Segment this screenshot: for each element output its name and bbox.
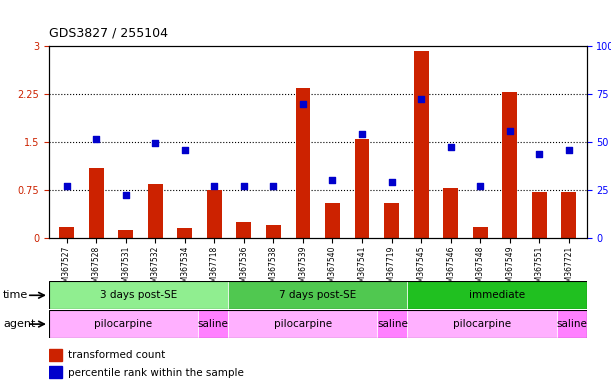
FancyBboxPatch shape: [228, 281, 408, 309]
Point: [387, 179, 397, 185]
Point: [150, 140, 160, 146]
Point: [416, 96, 426, 102]
Bar: [414, 51, 428, 238]
Text: saline: saline: [556, 319, 587, 329]
Text: percentile rank within the sample: percentile rank within the sample: [68, 367, 244, 377]
Point: [121, 192, 131, 198]
Bar: [49, 349, 62, 361]
Text: 3 days post-SE: 3 days post-SE: [100, 290, 177, 300]
FancyBboxPatch shape: [49, 310, 198, 338]
Bar: [89, 168, 103, 238]
Bar: [562, 192, 576, 238]
Bar: [148, 184, 163, 238]
Point: [239, 182, 249, 189]
Bar: [532, 192, 547, 238]
Text: transformed count: transformed count: [68, 350, 165, 360]
Point: [564, 147, 574, 153]
Bar: [325, 203, 340, 238]
Text: 7 days post-SE: 7 days post-SE: [279, 290, 356, 300]
Bar: [502, 92, 517, 238]
Text: pilocarpine: pilocarpine: [453, 319, 511, 329]
Point: [298, 101, 308, 107]
Bar: [119, 230, 133, 238]
Text: agent: agent: [3, 319, 35, 329]
FancyBboxPatch shape: [198, 310, 228, 338]
Text: time: time: [3, 290, 28, 300]
Point: [327, 177, 337, 184]
FancyBboxPatch shape: [228, 310, 378, 338]
Text: saline: saline: [377, 319, 408, 329]
FancyBboxPatch shape: [49, 281, 228, 309]
Bar: [236, 222, 251, 238]
FancyBboxPatch shape: [408, 310, 557, 338]
Point: [62, 182, 71, 189]
Text: immediate: immediate: [469, 290, 525, 300]
Point: [268, 182, 278, 189]
Text: pilocarpine: pilocarpine: [95, 319, 153, 329]
Point: [535, 151, 544, 157]
Bar: [49, 366, 62, 379]
FancyBboxPatch shape: [378, 310, 408, 338]
Point: [210, 182, 219, 189]
FancyBboxPatch shape: [557, 310, 587, 338]
Point: [505, 127, 514, 134]
Bar: [384, 203, 399, 238]
Point: [475, 182, 485, 189]
Bar: [473, 227, 488, 238]
Bar: [443, 188, 458, 238]
Point: [180, 147, 189, 153]
Bar: [177, 228, 192, 238]
Text: pilocarpine: pilocarpine: [274, 319, 332, 329]
Point: [357, 131, 367, 137]
Bar: [59, 227, 74, 238]
Bar: [354, 139, 370, 238]
Text: saline: saline: [198, 319, 229, 329]
Point: [91, 136, 101, 142]
Bar: [296, 88, 310, 238]
Bar: [207, 190, 222, 238]
Point: [446, 144, 456, 150]
FancyBboxPatch shape: [408, 281, 587, 309]
Bar: [266, 225, 281, 238]
Text: GDS3827 / 255104: GDS3827 / 255104: [49, 27, 168, 40]
